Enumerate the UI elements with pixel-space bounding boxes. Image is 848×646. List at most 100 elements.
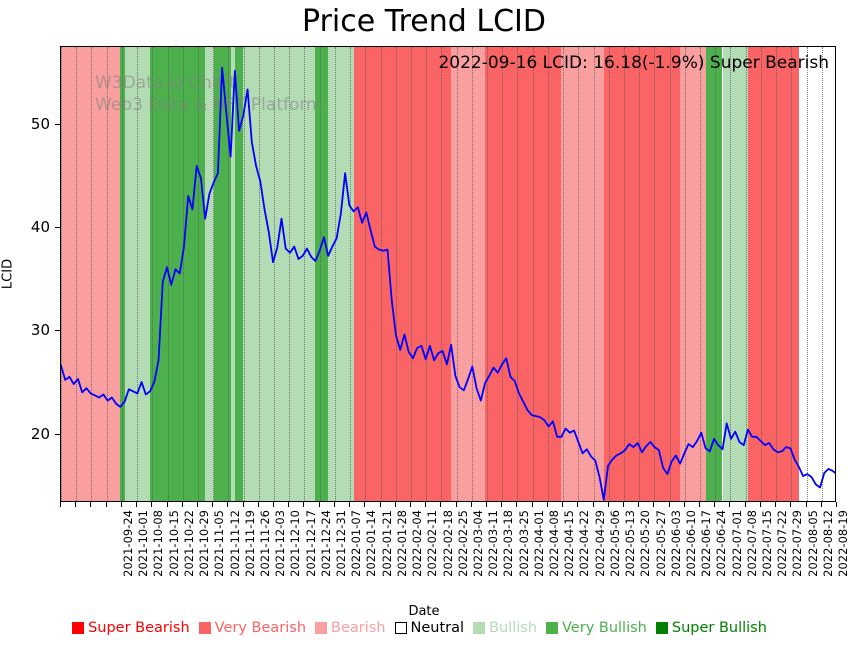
x-tick-label: 2022-06-10 bbox=[683, 510, 698, 577]
gridline bbox=[578, 47, 580, 501]
legend-label: Super Bullish bbox=[671, 620, 767, 636]
gridline bbox=[517, 47, 519, 501]
sentiment-band bbox=[61, 47, 121, 501]
legend-swatch bbox=[546, 622, 559, 634]
x-tick-label: 2022-04-29 bbox=[592, 510, 607, 577]
legend-label: Very Bullish bbox=[562, 620, 647, 636]
gridline bbox=[426, 47, 428, 501]
x-tick-mark bbox=[805, 502, 807, 507]
sentiment-band bbox=[603, 47, 681, 501]
x-tick-label: 2021-12-03 bbox=[273, 510, 287, 577]
x-tick-mark bbox=[592, 502, 594, 507]
legend-label: Super Bearish bbox=[88, 620, 190, 636]
x-tick-label: 2022-01-07 bbox=[349, 510, 364, 577]
x-tick-mark bbox=[333, 502, 335, 507]
x-tick-mark bbox=[653, 502, 655, 507]
x-tick-mark bbox=[470, 502, 472, 507]
x-tick-label: 2022-02-04 bbox=[409, 510, 424, 577]
gridline bbox=[61, 47, 62, 501]
x-tick-label: 2021-11-12 bbox=[227, 510, 242, 577]
chart-title: Price Trend LCID bbox=[302, 4, 546, 39]
x-tick-label: 2022-03-25 bbox=[516, 510, 531, 577]
sentiment-band bbox=[315, 47, 329, 501]
legend-item[interactable]: Super Bullish bbox=[655, 620, 767, 636]
x-tick-label: 2022-03-11 bbox=[486, 510, 501, 577]
x-tick-mark bbox=[577, 502, 579, 507]
x-tick-label: 2022-02-18 bbox=[440, 510, 455, 577]
x-tick-mark bbox=[105, 502, 107, 507]
x-tick-label: 2022-05-27 bbox=[653, 510, 668, 577]
gridline bbox=[623, 47, 625, 501]
x-tick-mark bbox=[349, 502, 351, 507]
legend-item[interactable]: Super Bearish bbox=[72, 620, 190, 636]
x-tick-mark bbox=[775, 502, 777, 507]
gridline bbox=[304, 47, 306, 501]
x-tick-mark bbox=[196, 502, 198, 507]
gridline bbox=[593, 47, 595, 501]
x-tick-label: 2021-11-05 bbox=[212, 510, 227, 577]
legend-label: Very Bearish bbox=[214, 620, 307, 636]
x-tick-label: 2022-02-25 bbox=[455, 510, 470, 577]
gridline bbox=[380, 47, 382, 501]
sentiment-band bbox=[150, 47, 206, 501]
sentiment-band bbox=[747, 47, 799, 501]
gridline bbox=[441, 47, 443, 501]
x-tick-mark bbox=[364, 502, 366, 507]
sentiment-band bbox=[230, 47, 235, 501]
x-tick-label: 2022-06-24 bbox=[714, 510, 729, 577]
x-tick-mark bbox=[683, 502, 685, 507]
gridline bbox=[471, 47, 473, 501]
gridline bbox=[487, 47, 489, 501]
gridline bbox=[334, 47, 336, 501]
gridline bbox=[669, 47, 671, 501]
gridline bbox=[274, 47, 276, 501]
y-tick-label: 20 bbox=[30, 424, 50, 443]
legend-item[interactable]: Very Bullish bbox=[546, 620, 647, 636]
x-tick-label: 2021-12-24 bbox=[318, 510, 333, 577]
gridline bbox=[700, 47, 702, 501]
x-tick-mark bbox=[166, 502, 168, 507]
x-tick-label: 2022-04-01 bbox=[531, 510, 546, 577]
legend-item[interactable]: Bullish bbox=[473, 620, 537, 636]
y-axis-title: LCID bbox=[0, 258, 16, 290]
x-tick-label: 2022-06-03 bbox=[668, 510, 683, 577]
legend-item[interactable]: Bearish bbox=[315, 620, 386, 636]
x-tick-mark bbox=[151, 502, 153, 507]
x-tick-mark bbox=[136, 502, 138, 507]
gridline bbox=[289, 47, 291, 501]
x-tick-mark bbox=[546, 502, 548, 507]
x-tick-mark bbox=[120, 502, 122, 507]
legend-item[interactable]: Neutral bbox=[394, 620, 464, 636]
gridline bbox=[715, 47, 717, 501]
x-tick-mark bbox=[394, 502, 396, 507]
gridline-layer bbox=[61, 47, 835, 501]
x-tick-label: 2021-09-24 bbox=[120, 510, 135, 577]
legend-swatch bbox=[315, 622, 328, 634]
x-tick-label: 2022-04-22 bbox=[577, 510, 592, 577]
sentiment-band bbox=[328, 47, 354, 501]
legend-item[interactable]: Very Bearish bbox=[198, 620, 307, 636]
x-tick-mark bbox=[501, 502, 503, 507]
x-tick-mark bbox=[318, 502, 320, 507]
x-tick-mark bbox=[242, 502, 244, 507]
x-tick-mark bbox=[607, 502, 609, 507]
x-tick-mark bbox=[90, 502, 92, 507]
x-tick-label: 2022-08-19 bbox=[835, 510, 848, 577]
y-tick-label: 40 bbox=[30, 217, 50, 236]
x-tick-label: 2021-11-26 bbox=[257, 510, 272, 577]
gridline bbox=[532, 47, 534, 501]
gridline bbox=[106, 47, 108, 501]
x-tick-label: 2022-03-18 bbox=[501, 510, 516, 577]
gridline bbox=[152, 47, 154, 501]
gridline bbox=[563, 47, 565, 501]
x-tick-label: 2022-05-20 bbox=[638, 510, 653, 577]
price-polyline bbox=[61, 66, 835, 501]
x-axis-title: Date bbox=[408, 604, 440, 619]
price-line-series bbox=[61, 66, 835, 501]
gridline bbox=[350, 47, 352, 501]
gridline bbox=[410, 47, 412, 501]
x-tick-label: 2021-10-29 bbox=[196, 510, 211, 577]
x-tick-mark bbox=[257, 502, 259, 507]
x-tick-label: 2021-10-15 bbox=[166, 510, 181, 577]
x-tick-label: 2021-10-08 bbox=[151, 510, 166, 577]
